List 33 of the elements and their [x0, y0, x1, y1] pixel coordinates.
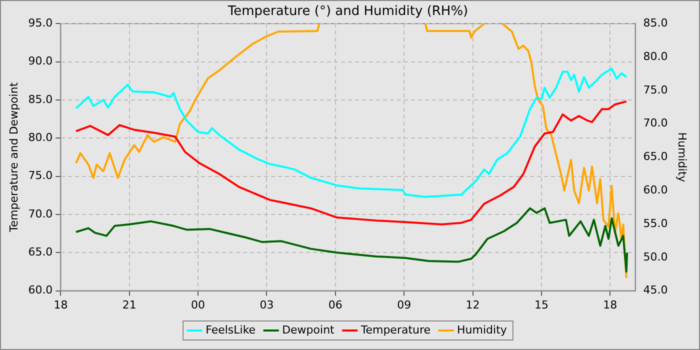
x-tick-label: 12	[466, 298, 480, 312]
x-tick-label: 06	[328, 298, 342, 312]
y2-tick-label: 50.0	[643, 250, 668, 264]
y2-tick-label: 65.0	[643, 150, 668, 164]
y-tick-label: 75.0	[28, 169, 53, 182]
y2-tick-label: 60.0	[643, 183, 668, 196]
x-tick-label: 00	[191, 298, 206, 312]
y2-tick-label: 45.0	[643, 284, 668, 297]
y2-tick-label: 55.0	[643, 216, 668, 230]
y2-tick-label: 85.0	[643, 16, 668, 30]
x-tick-label: 03	[260, 298, 274, 312]
y2-tick-label: 80.0	[643, 50, 668, 63]
x-tick-label: 15	[534, 298, 548, 312]
legend-label: Temperature	[360, 323, 431, 336]
y-axis-title: Temperature and Dewpoint	[7, 82, 20, 234]
x-tick-label: 21	[122, 298, 136, 312]
y-tick-label: 95.0	[28, 16, 53, 30]
y-tick-label: 80.0	[28, 130, 53, 144]
x-tick-label: 18	[54, 298, 68, 312]
x-tick-label: 09	[397, 298, 412, 312]
legend-label: Dewpoint	[282, 323, 336, 336]
y-tick-label: 60.0	[28, 284, 53, 297]
chart-title: Temperature (°) and Humidity (RH%)	[226, 4, 468, 20]
y-tick-label: 90.0	[28, 54, 53, 68]
y-tick-label: 70.0	[28, 207, 53, 220]
legend-label: FeelsLike	[206, 323, 256, 336]
legend-label: Humidity	[457, 323, 508, 336]
y-tick-label: 85.0	[28, 92, 53, 106]
y2-tick-label: 75.0	[643, 83, 668, 96]
y2-tick-label: 70.0	[643, 116, 668, 130]
y2-axis-title: Humidity	[676, 132, 689, 183]
x-tick-label: 18	[603, 298, 618, 312]
y-tick-label: 65.0	[28, 245, 53, 258]
